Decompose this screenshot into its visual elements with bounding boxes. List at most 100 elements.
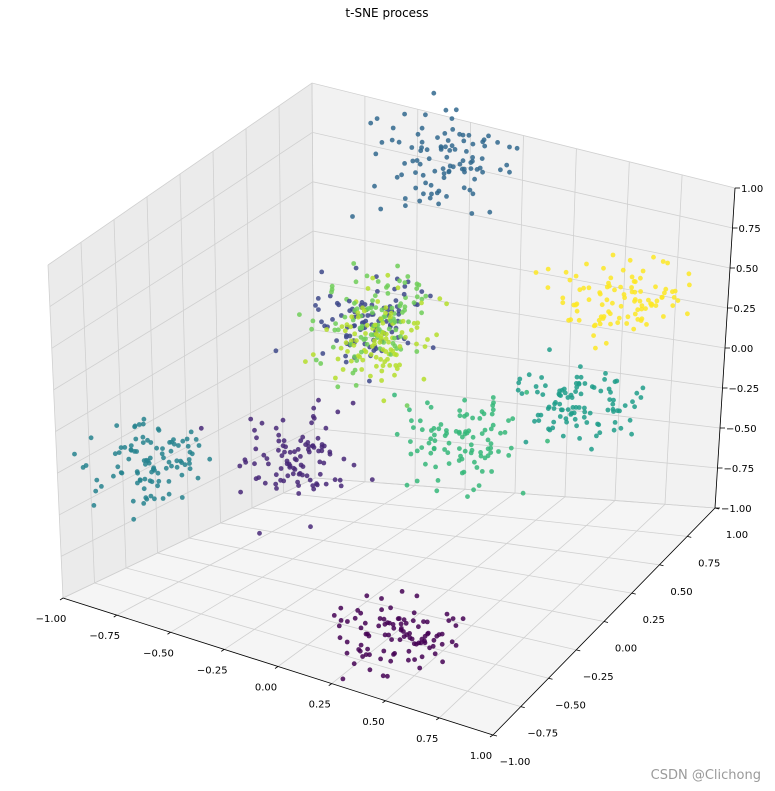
data-point <box>490 422 496 428</box>
data-point <box>133 436 139 442</box>
data-point <box>413 185 419 191</box>
data-point <box>140 434 146 440</box>
y-tick-label: 0.75 <box>698 558 720 569</box>
data-point <box>386 339 391 345</box>
data-point <box>450 164 456 170</box>
data-point <box>428 293 433 299</box>
data-point <box>380 320 386 326</box>
data-point <box>399 589 405 594</box>
data-point <box>419 310 424 316</box>
data-point <box>248 416 254 422</box>
data-point <box>573 273 579 279</box>
data-point <box>154 445 160 451</box>
data-point <box>470 141 476 147</box>
data-point <box>406 319 411 325</box>
data-point <box>118 470 124 475</box>
data-point <box>546 404 552 410</box>
data-point <box>385 620 390 626</box>
data-point <box>434 633 440 639</box>
z-tick-label: 1.00 <box>741 184 763 195</box>
data-point <box>436 426 442 432</box>
data-point <box>414 294 420 300</box>
data-point <box>376 327 382 332</box>
data-point <box>470 434 476 440</box>
data-point <box>378 316 384 322</box>
data-point <box>171 437 176 442</box>
data-point <box>136 422 142 427</box>
data-point <box>446 618 452 623</box>
data-point <box>589 446 594 452</box>
data-point <box>300 464 306 469</box>
data-point <box>409 636 415 642</box>
data-point <box>456 458 462 463</box>
data-point <box>297 312 302 317</box>
data-point <box>508 445 514 451</box>
data-point <box>387 363 393 368</box>
data-point <box>276 447 281 453</box>
data-point <box>637 298 643 304</box>
data-point <box>362 302 368 307</box>
data-point <box>187 461 192 466</box>
data-point <box>377 616 383 621</box>
data-point <box>383 336 389 342</box>
data-point <box>545 266 551 272</box>
data-point <box>188 429 194 435</box>
data-point <box>485 453 491 459</box>
data-point <box>264 456 270 461</box>
data-point <box>662 290 667 296</box>
data-point <box>167 440 173 445</box>
x-tick-mark <box>221 649 225 652</box>
x-tick-mark <box>382 700 386 704</box>
x-tick-label: 0.50 <box>362 717 384 728</box>
data-point <box>303 442 308 447</box>
data-point <box>340 367 346 372</box>
data-point <box>396 139 402 145</box>
data-point <box>444 154 450 160</box>
data-point <box>429 191 434 197</box>
data-point <box>409 145 415 150</box>
data-point <box>389 329 395 335</box>
data-point <box>330 317 335 322</box>
data-point <box>581 285 586 291</box>
data-point <box>570 405 576 410</box>
data-point <box>469 211 475 216</box>
data-point <box>171 441 177 447</box>
data-point <box>437 296 443 302</box>
data-point <box>586 297 592 303</box>
data-point <box>419 636 425 642</box>
data-point <box>670 303 676 308</box>
data-point <box>411 425 416 430</box>
data-point <box>352 300 357 306</box>
data-point <box>350 400 356 406</box>
data-point <box>467 187 473 193</box>
data-point <box>402 304 408 310</box>
data-point <box>374 274 379 279</box>
data-point <box>502 430 508 435</box>
data-point <box>539 375 544 380</box>
grid-line-y <box>80 242 521 707</box>
data-point <box>342 314 348 320</box>
data-point <box>276 438 282 444</box>
data-point <box>434 488 440 494</box>
data-point <box>390 622 396 627</box>
data-point <box>340 676 346 682</box>
y-tick-mark <box>659 564 664 567</box>
data-point <box>490 403 496 408</box>
data-point <box>319 444 325 450</box>
grid-line-y <box>212 151 632 594</box>
data-point <box>533 384 539 389</box>
data-point <box>485 437 491 443</box>
z-tick-label: 0.75 <box>739 224 761 235</box>
data-point <box>385 291 391 296</box>
data-point <box>581 414 587 420</box>
data-point <box>316 397 321 403</box>
data-point <box>651 254 656 260</box>
data-point <box>276 432 282 438</box>
data-point <box>415 131 421 137</box>
data-point <box>367 378 372 384</box>
data-point <box>515 387 521 393</box>
data-point <box>416 640 422 646</box>
z-tick-label: −0.75 <box>724 464 755 475</box>
data-point <box>323 481 329 487</box>
data-point <box>353 279 359 285</box>
